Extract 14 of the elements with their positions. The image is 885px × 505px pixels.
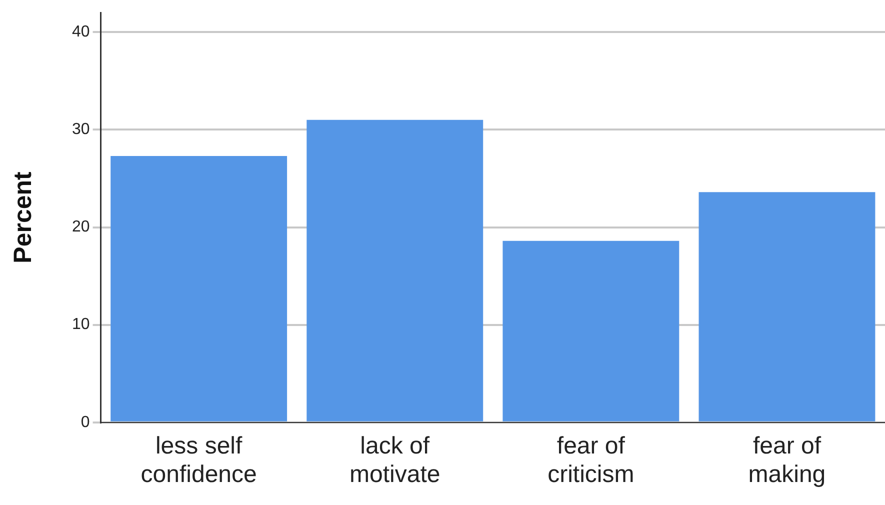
x-tick-label: lack of motivate [350, 432, 440, 488]
y-tick-label: 40 [72, 24, 90, 41]
bar [306, 120, 484, 422]
x-tick-label: fear of making [748, 432, 826, 488]
bar [502, 240, 680, 422]
bar [698, 192, 876, 422]
y-tick-label: 30 [72, 121, 90, 138]
y-tick-label: 0 [80, 414, 90, 431]
y-axis-title: Percent [8, 170, 37, 264]
y-tick-label: 10 [72, 316, 90, 334]
x-tick-label: less self confidence [140, 432, 257, 488]
x-tick-label: fear of criticism [548, 432, 634, 488]
bar [110, 156, 288, 422]
y-tick-label: 20 [72, 218, 90, 236]
